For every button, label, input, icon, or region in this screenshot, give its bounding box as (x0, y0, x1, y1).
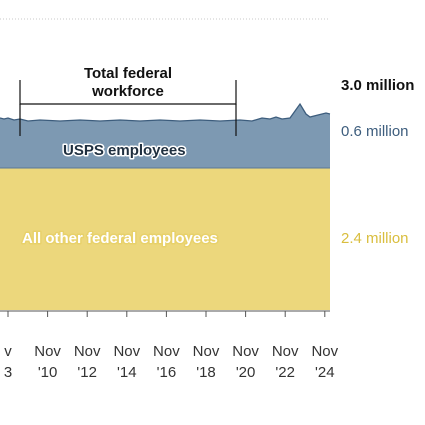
series-label-usps: USPS employees (63, 142, 186, 159)
x-tick-label-year: '16 (157, 364, 177, 381)
chart-title-line-1: Total federal (84, 65, 172, 82)
x-tick-label-month: Nov (232, 343, 259, 360)
x-axis-ticks (7, 311, 326, 317)
x-tick-label-year: '12 (77, 364, 97, 381)
x-tick-label-year: '20 (236, 364, 256, 381)
usps-value-label: 0.6 million (341, 123, 409, 140)
x-tick-label-month: Nov (34, 343, 61, 360)
title-annotation: Total federal workforce (19, 65, 237, 136)
x-tick-label-year: '10 (38, 364, 58, 381)
area-all-other-federal-employees (0, 168, 330, 310)
x-tick-label-month: Nov (272, 343, 299, 360)
x-tick-label-year: 3 (4, 364, 12, 381)
series-label-all-other: All other federal employees (22, 230, 218, 247)
all-other-value-label: 2.4 million (341, 230, 409, 247)
x-tick-label-year: '24 (315, 364, 335, 381)
usps-top-line (0, 102, 331, 122)
x-axis-tick-labels: v 3 Nov '10 Nov '12 Nov '14 Nov '16 Nov '18 Nov '20 No… (4, 343, 339, 381)
x-tick-label-month: Nov (193, 343, 220, 360)
x-tick-label-year: '22 (275, 364, 295, 381)
total-value-label: 3.0 million (341, 77, 414, 94)
x-tick-label-year: '14 (117, 364, 137, 381)
x-tick-label-month: Nov (113, 343, 140, 360)
x-tick-label-month: Nov (74, 343, 101, 360)
area-usps-employees (0, 104, 330, 168)
chart-title-line-2: workforce (91, 83, 164, 100)
x-tick-label-year: '18 (196, 364, 216, 381)
x-tick-label-month: Nov (153, 343, 180, 360)
title-bracket (19, 80, 237, 105)
x-tick-label-month: v (4, 343, 12, 360)
x-tick-label-month: Nov (311, 343, 338, 360)
